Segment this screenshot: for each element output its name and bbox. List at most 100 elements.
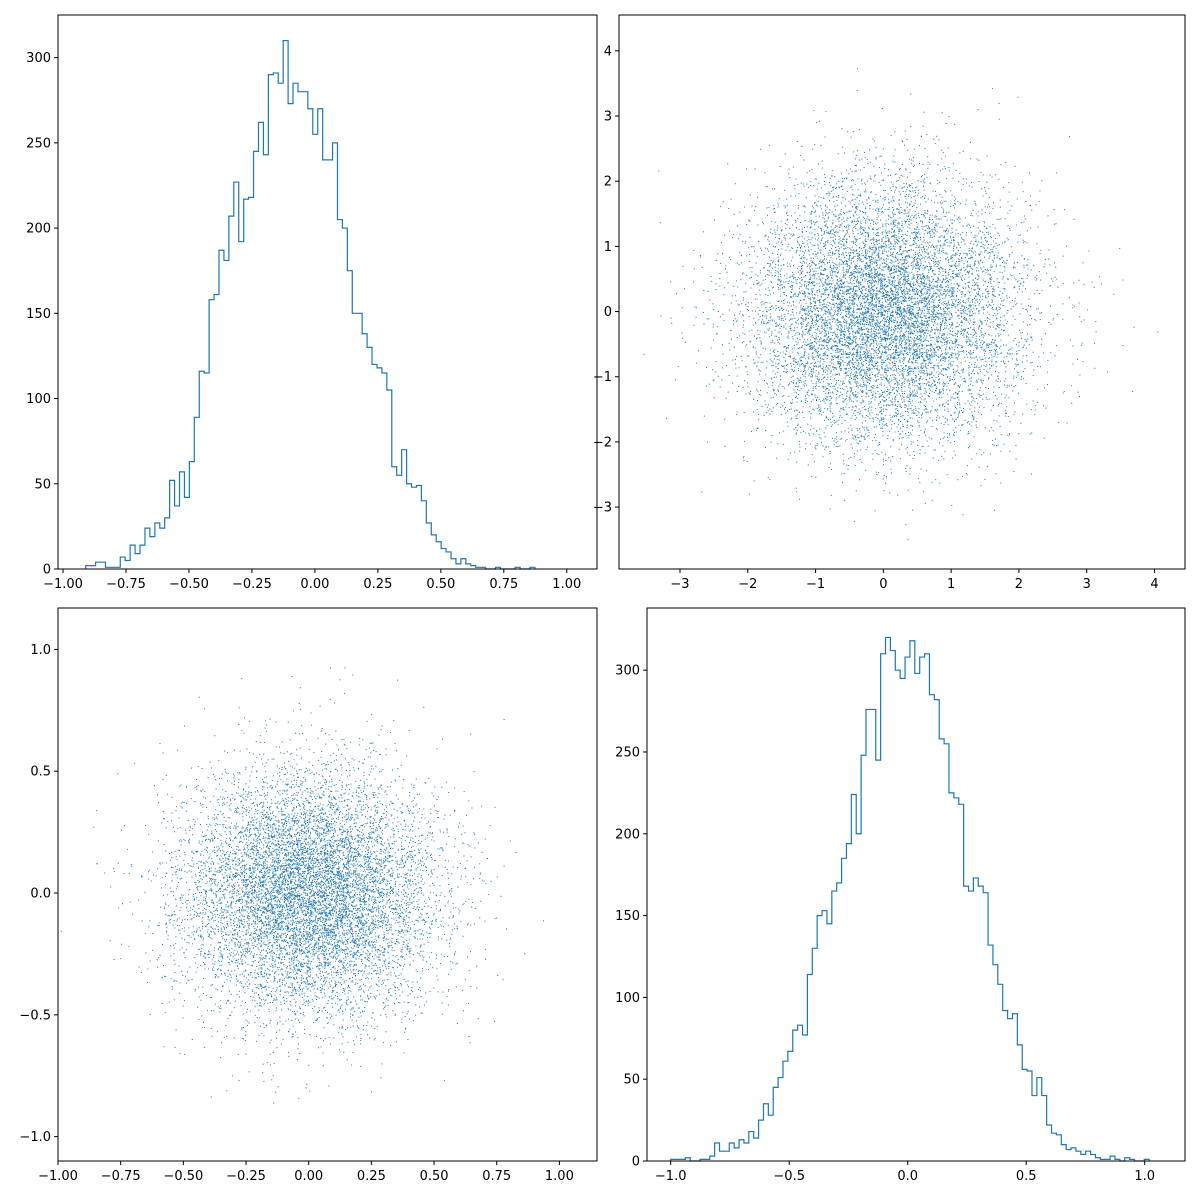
scatter-point bbox=[912, 191, 913, 192]
scatter-point bbox=[994, 342, 995, 343]
scatter-point bbox=[789, 320, 790, 321]
scatter-point bbox=[837, 313, 838, 314]
scatter-point bbox=[936, 417, 937, 418]
scatter-point bbox=[799, 193, 800, 194]
scatter-point bbox=[870, 223, 871, 224]
scatter-point bbox=[950, 245, 951, 246]
scatter-point bbox=[910, 217, 911, 218]
scatter-point bbox=[850, 169, 851, 170]
scatter-point bbox=[856, 224, 857, 225]
scatter-point bbox=[852, 430, 853, 431]
scatter-point bbox=[852, 322, 853, 323]
scatter-point bbox=[1017, 242, 1018, 243]
scatter-point bbox=[813, 434, 814, 435]
scatter-point bbox=[878, 235, 879, 236]
scatter-point bbox=[892, 310, 893, 311]
scatter-point bbox=[912, 215, 913, 216]
scatter-point bbox=[791, 330, 792, 331]
scatter-point bbox=[866, 354, 867, 355]
scatter-point bbox=[922, 222, 923, 223]
scatter-point bbox=[821, 240, 822, 241]
scatter-point bbox=[914, 190, 915, 191]
scatter-point bbox=[903, 191, 904, 192]
scatter-point bbox=[770, 307, 771, 308]
scatter-point bbox=[797, 296, 798, 297]
scatter-point bbox=[843, 291, 844, 292]
scatter-point bbox=[914, 351, 915, 352]
scatter-point bbox=[868, 408, 869, 409]
scatter-point bbox=[803, 384, 804, 385]
scatter-point bbox=[950, 237, 951, 238]
scatter-point bbox=[864, 317, 865, 318]
scatter-point bbox=[939, 139, 940, 140]
scatter-point bbox=[958, 393, 959, 394]
scatter-point bbox=[909, 186, 910, 187]
scatter-point bbox=[892, 341, 893, 342]
scatter-point bbox=[948, 409, 949, 410]
scatter-point bbox=[945, 384, 946, 385]
scatter-point bbox=[898, 229, 899, 230]
scatter-point bbox=[877, 376, 878, 377]
scatter-point bbox=[881, 310, 882, 311]
scatter-point bbox=[874, 298, 875, 299]
scatter-point bbox=[898, 419, 899, 420]
scatter-point bbox=[849, 334, 850, 335]
scatter-point bbox=[832, 272, 833, 273]
scatter-point bbox=[986, 371, 987, 372]
scatter-point bbox=[840, 287, 841, 288]
scatter-point bbox=[725, 446, 726, 447]
scatter-point bbox=[965, 288, 966, 289]
scatter-point bbox=[978, 373, 979, 374]
scatter-point bbox=[861, 226, 862, 227]
scatter-point bbox=[838, 307, 839, 308]
scatter-point bbox=[886, 352, 887, 353]
scatter-point bbox=[933, 306, 934, 307]
scatter-point bbox=[995, 228, 996, 229]
scatter-point bbox=[977, 159, 978, 160]
scatter-point bbox=[917, 445, 918, 446]
scatter-point bbox=[735, 295, 736, 296]
scatter-point bbox=[896, 242, 897, 243]
scatter-point bbox=[959, 152, 960, 153]
scatter-point bbox=[920, 283, 921, 284]
scatter-point bbox=[1021, 376, 1022, 377]
scatter-point bbox=[775, 336, 776, 337]
scatter-point bbox=[911, 249, 912, 250]
scatter-point bbox=[898, 298, 899, 299]
scatter-point bbox=[877, 291, 878, 292]
scatter-point bbox=[915, 317, 916, 318]
scatter-point bbox=[887, 426, 888, 427]
scatter-point bbox=[858, 443, 859, 444]
scatter-point bbox=[948, 424, 949, 425]
scatter-point bbox=[850, 305, 851, 306]
scatter-point bbox=[806, 285, 807, 286]
scatter-point bbox=[713, 303, 714, 304]
scatter-point bbox=[774, 230, 775, 231]
scatter-point bbox=[927, 287, 928, 288]
scatter-point bbox=[862, 202, 863, 203]
scatter-point bbox=[844, 226, 845, 227]
scatter-point bbox=[878, 208, 879, 209]
scatter-point bbox=[1014, 414, 1015, 415]
scatter-point bbox=[913, 250, 914, 251]
scatter-point bbox=[954, 265, 955, 266]
scatter-point bbox=[832, 275, 833, 276]
scatter-point bbox=[920, 370, 921, 371]
scatter-point bbox=[877, 369, 878, 370]
scatter-point bbox=[907, 408, 908, 409]
scatter-point bbox=[977, 347, 978, 348]
scatter-point bbox=[961, 237, 962, 238]
scatter-point bbox=[685, 342, 686, 343]
scatter-point bbox=[972, 187, 973, 188]
scatter-point bbox=[951, 307, 952, 308]
scatter-point bbox=[792, 225, 793, 226]
scatter-point bbox=[808, 298, 809, 299]
scatter-point bbox=[795, 222, 796, 223]
scatter-point bbox=[783, 320, 784, 321]
scatter-point bbox=[872, 263, 873, 264]
scatter-point bbox=[858, 387, 859, 388]
scatter-point bbox=[857, 401, 858, 402]
scatter-point bbox=[809, 359, 810, 360]
scatter-point bbox=[845, 278, 846, 279]
scatter-point bbox=[955, 407, 956, 408]
